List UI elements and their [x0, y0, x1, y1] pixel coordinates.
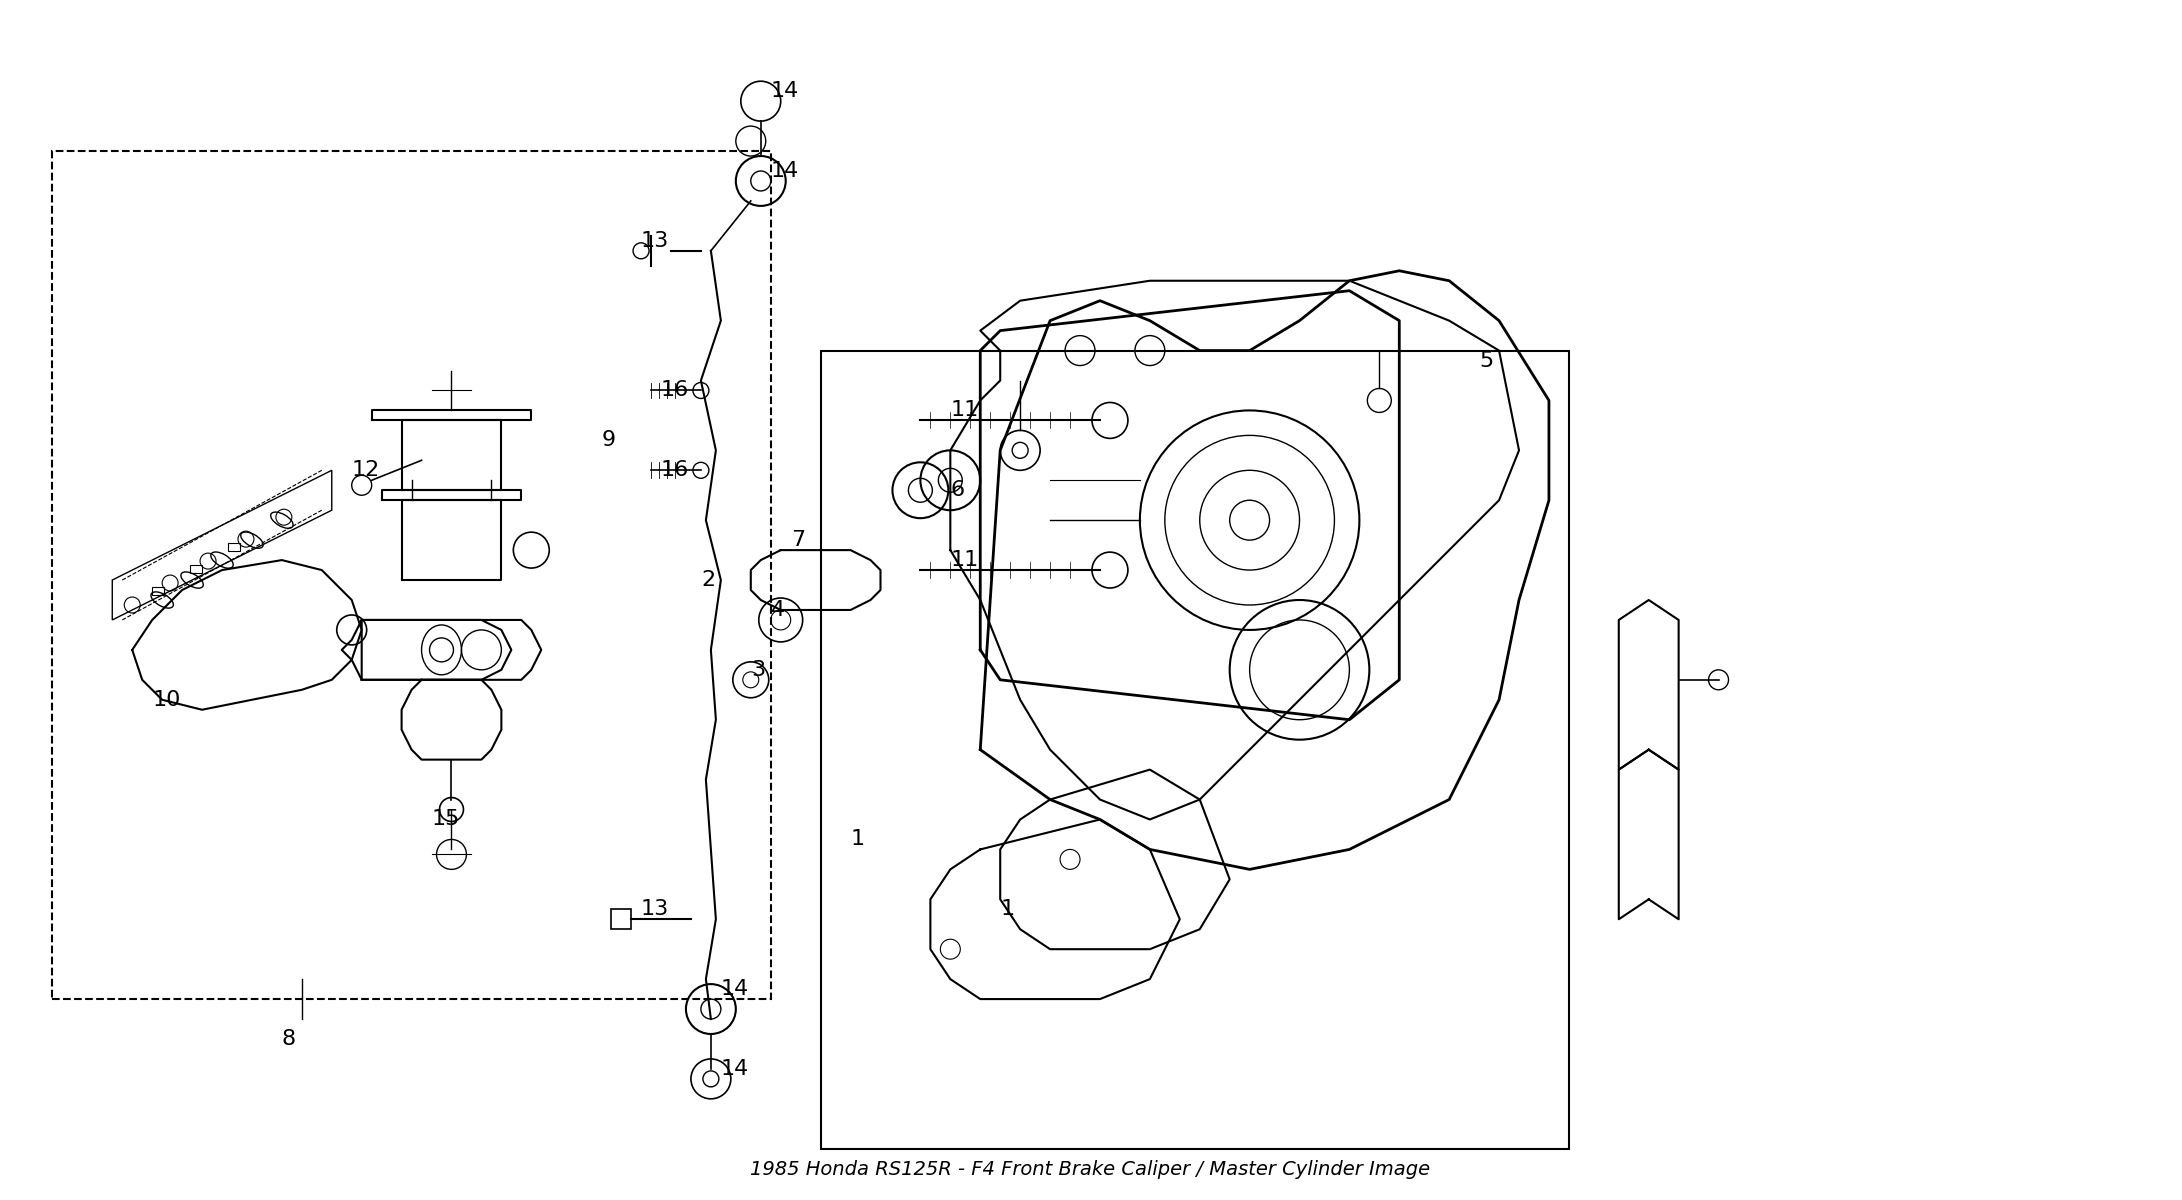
Text: 2: 2	[700, 570, 716, 590]
Bar	[190, 565, 203, 574]
Text: 15: 15	[432, 810, 460, 829]
Text: 11: 11	[951, 550, 978, 570]
Text: 8: 8	[281, 1028, 297, 1049]
Text: 1: 1	[851, 829, 864, 850]
Text: 13: 13	[642, 230, 670, 251]
Text: 1: 1	[999, 899, 1015, 919]
Text: 7: 7	[790, 530, 805, 550]
Bar	[52, 151, 770, 1000]
Text: 14: 14	[770, 82, 799, 101]
Text: 6: 6	[951, 480, 964, 500]
Text: 3: 3	[751, 660, 766, 680]
Text: 1985 Honda RS125R - F4 Front Brake Caliper / Master Cylinder Image: 1985 Honda RS125R - F4 Front Brake Calip…	[751, 1159, 1429, 1178]
Bar	[611, 910, 631, 929]
Bar	[227, 544, 240, 551]
Text: 12: 12	[351, 461, 380, 480]
Bar	[153, 587, 164, 595]
Text: 4: 4	[770, 600, 786, 620]
Text: 14: 14	[720, 979, 748, 1000]
Text: 16: 16	[661, 380, 690, 401]
Text: 14: 14	[720, 1058, 748, 1079]
Text: 10: 10	[153, 690, 181, 709]
Text: 9: 9	[600, 431, 615, 450]
Text: 13: 13	[642, 899, 670, 919]
Text: 14: 14	[770, 161, 799, 181]
Text: 5: 5	[1479, 350, 1492, 371]
Text: 11: 11	[951, 401, 978, 420]
Text: 16: 16	[661, 461, 690, 480]
Bar	[820, 350, 1569, 1148]
